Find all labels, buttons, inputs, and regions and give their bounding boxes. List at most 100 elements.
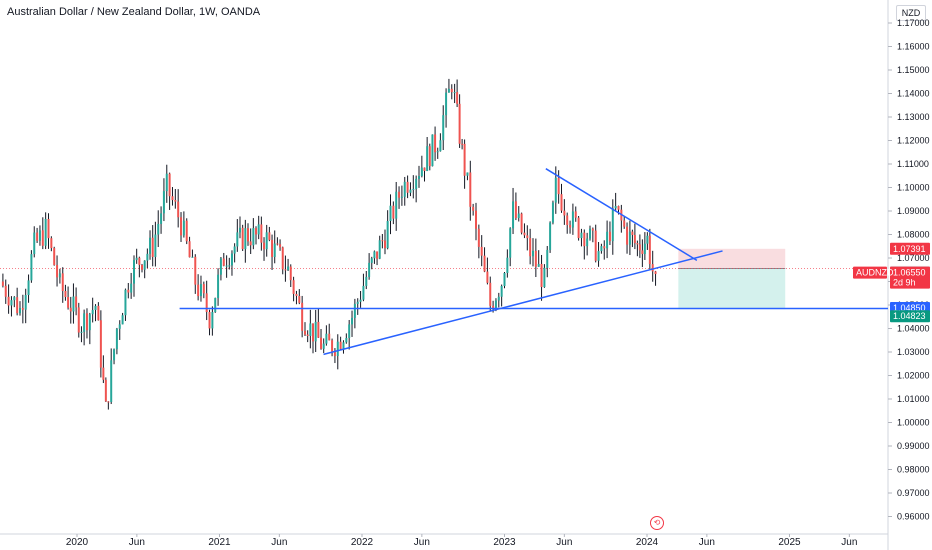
candle-body — [386, 221, 389, 249]
candle-body — [263, 242, 266, 250]
candle-body — [442, 115, 445, 141]
x-tick-label: 2025 — [778, 537, 801, 548]
y-tick-label: 1.07000 — [897, 253, 930, 263]
candle-body — [53, 248, 56, 266]
candle-body — [301, 302, 304, 331]
candle-body — [597, 251, 600, 261]
candle-body — [33, 232, 36, 255]
y-tick-label: 0.98000 — [897, 465, 930, 475]
candle-body — [626, 226, 629, 245]
y-tick-label: 1.17000 — [897, 18, 930, 28]
candle-body — [202, 284, 205, 294]
candle-body — [124, 289, 127, 316]
replay-icon[interactable]: ⟲ — [650, 516, 664, 530]
candle-body — [456, 92, 459, 104]
candle-body — [339, 341, 342, 350]
candle-body — [633, 234, 636, 244]
symbol-price-value: 1.06550 — [893, 268, 926, 278]
y-tick-label: 1.12000 — [897, 136, 930, 146]
candle-body — [373, 251, 376, 259]
candle-body — [480, 246, 483, 256]
candle-body — [222, 258, 225, 266]
candle-body — [16, 297, 19, 314]
candle-body — [118, 324, 121, 329]
candle-body — [453, 92, 456, 94]
candle-body — [461, 143, 464, 145]
stop-loss-zone — [678, 248, 786, 269]
candle-body — [309, 323, 312, 336]
candle-body — [97, 305, 100, 321]
candle-body — [197, 284, 200, 297]
candle-body — [348, 324, 351, 339]
candle-body — [497, 296, 500, 301]
candle-body — [149, 237, 152, 254]
candle-body — [199, 284, 202, 297]
candle-body — [434, 134, 437, 153]
candle-body — [130, 283, 133, 293]
candle-body — [648, 235, 651, 265]
candle-body — [500, 286, 503, 297]
candle-body — [255, 228, 258, 235]
candle-body — [1, 281, 4, 286]
candle-body — [328, 333, 331, 341]
candle-body — [532, 250, 534, 257]
currency-selector[interactable]: NZD — [896, 5, 926, 21]
candle-body — [574, 211, 577, 218]
candle-body — [38, 230, 41, 241]
candle-body — [91, 309, 94, 315]
candle-body — [107, 401, 110, 403]
symbol-price-tag-bg — [890, 266, 930, 289]
candles — [1, 78, 657, 410]
candle-body — [67, 296, 70, 308]
candle-body — [458, 103, 461, 144]
candle-body — [249, 241, 252, 246]
candle-body — [115, 328, 118, 350]
y-tick-label: 1.13000 — [897, 112, 930, 122]
candle-body — [638, 244, 641, 251]
candle-body — [483, 255, 486, 272]
candle-body — [370, 258, 373, 263]
candle-body — [104, 379, 107, 402]
candle-body — [447, 88, 450, 93]
target-price-tag: 1.04823 — [893, 311, 926, 321]
candle-body — [376, 251, 379, 259]
y-tick-label: 0.96000 — [897, 512, 930, 522]
candle-body — [56, 265, 59, 278]
candle-body — [80, 331, 83, 333]
candle-body — [336, 341, 339, 357]
candle-body — [284, 269, 287, 271]
candle-body — [345, 338, 348, 343]
y-tick-label: 1.09000 — [897, 206, 930, 216]
candle-body — [534, 250, 537, 267]
candle-body — [594, 230, 597, 261]
symbol-label-bg — [853, 266, 887, 279]
candle-body — [236, 232, 239, 247]
candle-body — [557, 177, 560, 195]
candle-body — [611, 208, 614, 242]
candle-body — [580, 232, 583, 239]
candle-body — [174, 200, 177, 202]
candle-body — [368, 262, 371, 277]
candle-body — [583, 232, 586, 247]
candle-body — [381, 240, 384, 242]
candle-body — [445, 92, 448, 116]
position-zones — [0, 248, 888, 310]
candle-body — [517, 213, 520, 219]
candle-body — [238, 227, 241, 233]
y-tick-label: 1.01000 — [897, 394, 930, 404]
candle-body — [415, 178, 418, 189]
candle-body — [94, 305, 97, 310]
candle-body — [24, 295, 27, 310]
candle-body — [378, 240, 381, 259]
candle-body — [614, 206, 617, 209]
candle-body — [180, 217, 183, 236]
candle-body — [463, 143, 466, 176]
support-line — [323, 250, 723, 356]
y-tick-label: 1.15000 — [897, 65, 930, 75]
candle-body — [41, 230, 44, 246]
y-tick-label: 0.99000 — [897, 441, 930, 451]
candle-body — [506, 257, 509, 273]
candle-body — [472, 206, 475, 211]
